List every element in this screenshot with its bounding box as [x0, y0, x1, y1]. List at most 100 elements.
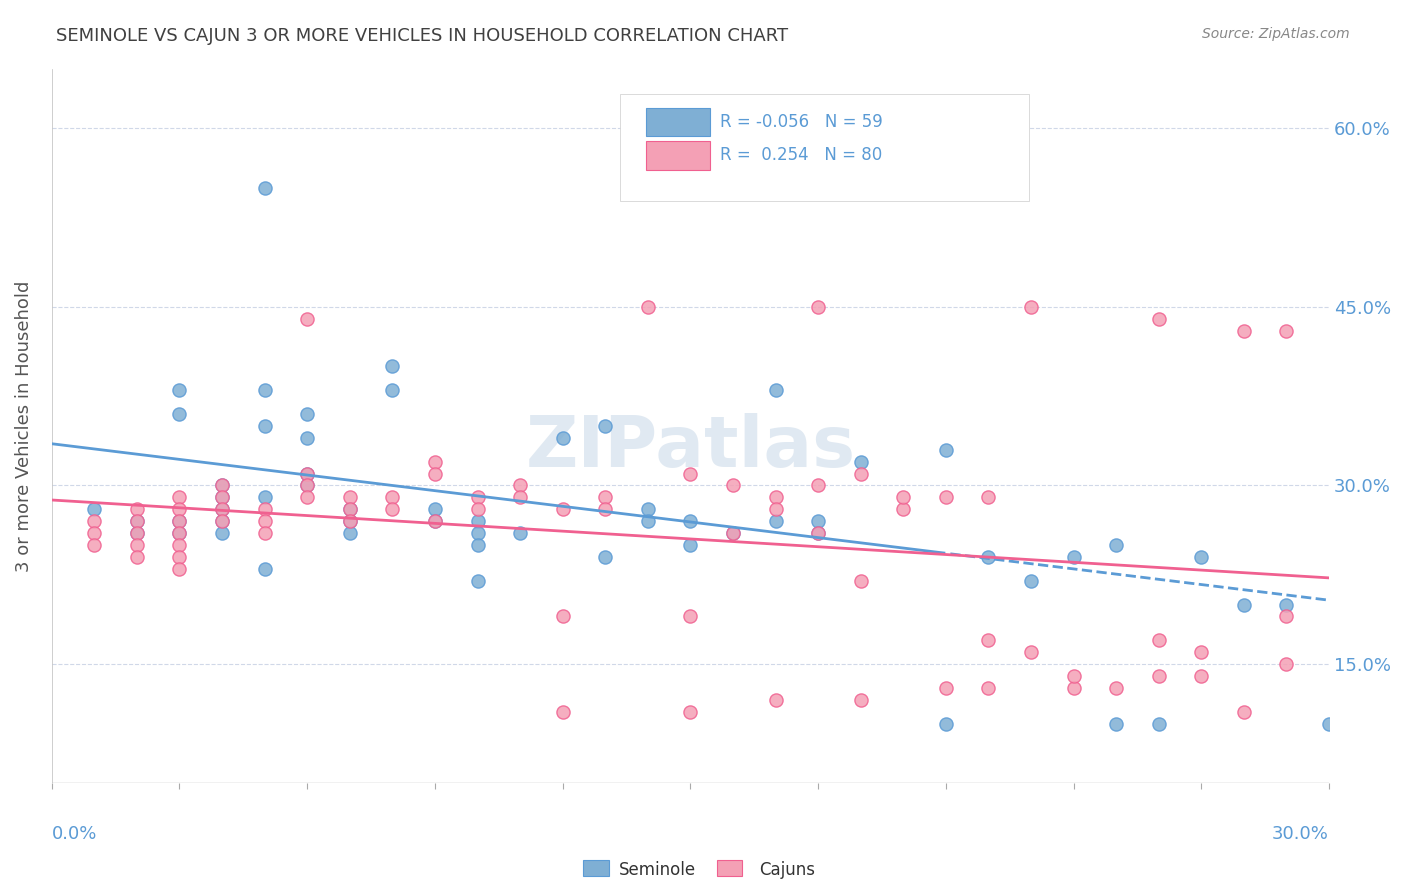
Point	[765, 693, 787, 707]
Point	[551, 609, 574, 624]
Point	[679, 609, 702, 624]
Point	[295, 478, 318, 492]
Point	[637, 502, 659, 516]
Point	[467, 538, 489, 552]
Point	[83, 538, 105, 552]
Text: 30.0%: 30.0%	[1272, 825, 1329, 843]
Text: 0.0%: 0.0%	[52, 825, 97, 843]
Bar	[717, 860, 742, 876]
Point	[807, 478, 830, 492]
Point	[1147, 716, 1170, 731]
Text: ZIPatlas: ZIPatlas	[526, 413, 855, 482]
Point	[765, 491, 787, 505]
Point	[1063, 669, 1085, 683]
Point	[509, 491, 531, 505]
Point	[423, 514, 446, 528]
Point	[295, 467, 318, 481]
Point	[295, 407, 318, 421]
Point	[381, 359, 404, 374]
Point	[679, 705, 702, 719]
Point	[807, 526, 830, 541]
Text: Cajuns: Cajuns	[759, 861, 815, 879]
Point	[295, 431, 318, 445]
Point	[211, 491, 233, 505]
Text: Seminole: Seminole	[619, 861, 696, 879]
Point	[849, 455, 872, 469]
Point	[253, 491, 276, 505]
Point	[423, 514, 446, 528]
Point	[169, 526, 191, 541]
Point	[679, 467, 702, 481]
Point	[83, 526, 105, 541]
Point	[807, 300, 830, 314]
Point	[169, 526, 191, 541]
Point	[211, 478, 233, 492]
Point	[1275, 657, 1298, 672]
Point	[169, 407, 191, 421]
Point	[211, 502, 233, 516]
Text: R = -0.056   N = 59: R = -0.056 N = 59	[720, 113, 883, 131]
Point	[593, 418, 616, 433]
Point	[211, 502, 233, 516]
Point	[1317, 716, 1340, 731]
Point	[1275, 609, 1298, 624]
Point	[125, 526, 148, 541]
Point	[253, 383, 276, 397]
Bar	[583, 860, 609, 876]
Point	[509, 478, 531, 492]
Point	[935, 681, 957, 695]
Point	[593, 549, 616, 564]
Point	[593, 502, 616, 516]
Point	[467, 526, 489, 541]
Point	[211, 478, 233, 492]
Point	[849, 467, 872, 481]
Point	[935, 716, 957, 731]
Point	[551, 705, 574, 719]
Point	[1189, 669, 1212, 683]
Point	[977, 549, 1000, 564]
Point	[83, 502, 105, 516]
Point	[977, 633, 1000, 648]
Point	[211, 514, 233, 528]
Text: R =  0.254   N = 80: R = 0.254 N = 80	[720, 146, 882, 164]
Point	[765, 502, 787, 516]
Point	[509, 526, 531, 541]
Point	[169, 491, 191, 505]
Point	[1019, 574, 1042, 588]
Point	[1105, 538, 1128, 552]
Point	[83, 514, 105, 528]
Point	[679, 538, 702, 552]
Point	[169, 514, 191, 528]
Text: SEMINOLE VS CAJUN 3 OR MORE VEHICLES IN HOUSEHOLD CORRELATION CHART: SEMINOLE VS CAJUN 3 OR MORE VEHICLES IN …	[56, 27, 789, 45]
Point	[211, 526, 233, 541]
Point	[765, 383, 787, 397]
Point	[1147, 669, 1170, 683]
Point	[467, 574, 489, 588]
Point	[1233, 598, 1256, 612]
Point	[295, 478, 318, 492]
Point	[125, 526, 148, 541]
Point	[169, 502, 191, 516]
Point	[807, 514, 830, 528]
Point	[1233, 705, 1256, 719]
Point	[1019, 300, 1042, 314]
Point	[339, 526, 361, 541]
Point	[169, 562, 191, 576]
Point	[339, 502, 361, 516]
Point	[467, 502, 489, 516]
Point	[935, 491, 957, 505]
Point	[1105, 681, 1128, 695]
Point	[1189, 549, 1212, 564]
Point	[211, 491, 233, 505]
FancyBboxPatch shape	[645, 108, 710, 136]
Point	[381, 491, 404, 505]
Point	[423, 467, 446, 481]
Point	[935, 442, 957, 457]
Point	[381, 383, 404, 397]
Point	[765, 514, 787, 528]
Point	[1233, 324, 1256, 338]
Point	[169, 549, 191, 564]
Point	[467, 514, 489, 528]
Point	[551, 502, 574, 516]
Point	[849, 693, 872, 707]
